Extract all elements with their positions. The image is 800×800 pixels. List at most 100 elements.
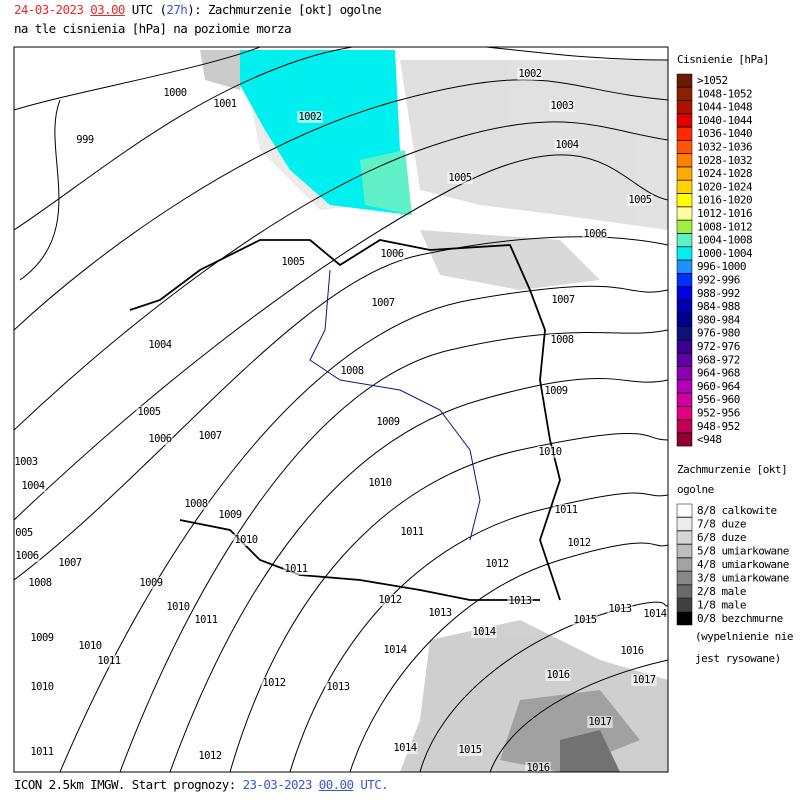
- lead: 27h: [166, 2, 188, 17]
- isobar-label-bg: [566, 537, 592, 549]
- isobar-label: 1010: [234, 534, 257, 546]
- cloud-label: 0/8 bezchmurne: [697, 612, 783, 625]
- pressure-swatch: [676, 87, 693, 101]
- isobar-label-bg: [138, 577, 164, 589]
- pressure-swatch: [676, 286, 693, 301]
- pressure-swatch: [676, 313, 693, 327]
- isobar-label-bg: [297, 111, 323, 123]
- pressure-swatch: [676, 126, 693, 141]
- isobar-label-bg: [367, 477, 393, 489]
- isobar-label: 1012: [567, 537, 590, 549]
- isobar-label-bg: [14, 527, 34, 539]
- isobar-label: 1009: [218, 509, 241, 521]
- isobar-label: 1007: [58, 557, 81, 569]
- pressure-label: 1020-1024: [697, 180, 753, 193]
- isobar-label: 1003: [550, 100, 573, 112]
- isobar-label: 1012: [262, 677, 285, 689]
- pressure-label: 1036-1040: [697, 127, 752, 140]
- isobar-label: 1008: [184, 498, 207, 510]
- map-frame: [13, 46, 669, 773]
- isobar-label: 1017: [632, 674, 655, 686]
- isobar-label-bg: [392, 742, 418, 754]
- isobar-label-bg: [525, 762, 551, 772]
- pressure-label: 980-984: [697, 313, 741, 326]
- footer-model: ICON 2.5km IMGW. Start prognozy:: [14, 777, 236, 792]
- isobar-label: 1007: [198, 430, 221, 442]
- isobar-label-bg: [549, 334, 575, 346]
- isobar-label-bg: [162, 87, 188, 99]
- pressure-swatch: [676, 100, 693, 114]
- cloud-swatch: [676, 557, 693, 572]
- pressure-swatch: [676, 153, 693, 168]
- isobar-label: 1005: [448, 172, 471, 184]
- isobar-label: 1009: [30, 632, 53, 644]
- pressure-swatch: [676, 432, 693, 447]
- header-line-2: na tle cisnienia [hPa] na poziomie morza: [14, 21, 292, 36]
- isobar-label-bg: [29, 632, 55, 644]
- isobar-label: 005: [15, 527, 33, 539]
- pressure-label: 1000-1004: [697, 247, 753, 260]
- isobar-label: 1001: [213, 98, 236, 110]
- isobar-label: 1008: [28, 577, 51, 589]
- cloud-legend-note: (wypelnienie nie: [695, 630, 793, 643]
- isobar-label-bg: [619, 645, 645, 657]
- isobar-label: 1013: [428, 607, 451, 619]
- subtitle: na tle cisnienia [hPa] na poziomie morza: [14, 21, 292, 36]
- pressure-label: 960-964: [697, 380, 741, 393]
- isobar-label-bg: [197, 750, 223, 762]
- isobar-label-bg: [537, 446, 563, 458]
- cloud-label: 1/8 male: [697, 599, 746, 612]
- pressure-swatch: [676, 206, 693, 221]
- cloud-swatch: [676, 544, 693, 558]
- isobar-label: 1011: [284, 563, 307, 575]
- pressure-swatch: [676, 166, 693, 181]
- pressure-label: 988-992: [697, 287, 740, 300]
- isobar-label-bg: [642, 608, 668, 620]
- isobar-label-bg: [457, 744, 483, 756]
- pressure-swatch: [676, 73, 693, 88]
- footer-utc: UTC.: [360, 777, 389, 792]
- isobar-label-bg: [549, 100, 575, 112]
- isobar-label: 1011: [554, 504, 577, 516]
- isobar-label: 1013: [326, 681, 349, 693]
- isobar-label-bg: [427, 607, 453, 619]
- isobar-label-bg: [507, 595, 533, 607]
- header-line-1: 24-03-2023 03.00 UTC (27h): Zachmurzenie…: [14, 2, 382, 17]
- isobar-label: 1010: [78, 640, 101, 652]
- pressure-swatch: [676, 193, 693, 207]
- cloud-swatch: [676, 584, 693, 599]
- cloud-label: 6/8 duze: [697, 531, 746, 544]
- isobar-label: 1010: [538, 446, 561, 458]
- pressure-label: 1008-1012: [697, 220, 752, 233]
- pressure-label: 952-956: [697, 407, 740, 420]
- isobar-label: 1009: [544, 385, 567, 397]
- isobar-label: 1011: [194, 614, 217, 626]
- hour: 03.00: [90, 2, 125, 17]
- pressure-swatch: [676, 392, 693, 407]
- isobar-label-bg: [193, 614, 219, 626]
- isobar-label-bg: [545, 669, 571, 681]
- isobar-label: 1014: [643, 608, 666, 620]
- pressure-label: <948: [697, 433, 722, 446]
- pressure-legend-title: Cisnienie [hPa]: [677, 53, 769, 66]
- cloud-legend-title: Zachmurzenie [okt]: [677, 463, 787, 476]
- pressure-label: 1028-1032: [697, 154, 752, 167]
- footer-date: 23-03-2023: [242, 777, 313, 792]
- isobar-label-bg: [183, 498, 209, 510]
- isobar-label: 1002: [298, 111, 321, 123]
- pressure-swatch: [676, 406, 693, 420]
- title: Zachmurzenie [okt] ogolne: [207, 2, 382, 17]
- isobar-label: 1009: [139, 577, 162, 589]
- pressure-fill-1004: [360, 150, 412, 215]
- isobar-label-bg: [27, 577, 53, 589]
- isobar-label: 1007: [371, 297, 394, 309]
- pressure-swatch: [676, 366, 693, 380]
- isobar-labels: 1000 1001 1002 999 1002 1003 1004 1005 1005 1006 1…: [14, 68, 668, 772]
- isobar-label: 1011: [400, 526, 423, 538]
- pressure-label: 1016-1020: [697, 194, 752, 207]
- legend: Cisnienie [hPa] Zachmurzenie [okt] ogoln…: [676, 53, 793, 665]
- isobar-label: 1013: [508, 595, 531, 607]
- isobar-label: 1006: [583, 228, 606, 240]
- pressure-swatch: [676, 246, 693, 261]
- isobar-label-bg: [20, 480, 46, 492]
